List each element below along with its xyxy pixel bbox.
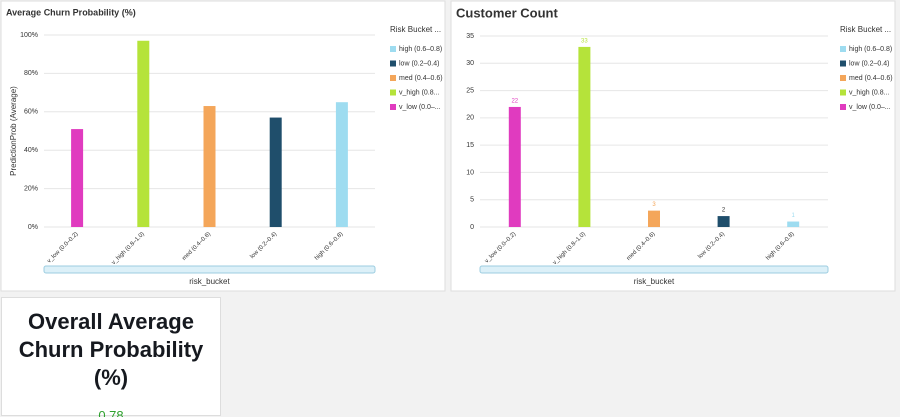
legend-label: high (0.6–0.8) [849, 46, 892, 53]
y-tick-label: 40% [24, 147, 38, 154]
legend-label: med (0.4–0.6) [399, 75, 443, 82]
y-tick-label: 80% [24, 70, 38, 77]
data-label: 1 [792, 213, 796, 219]
y-tick-label: 10 [466, 169, 474, 176]
legend-label: high (0.6–0.8) [399, 46, 442, 53]
legend-title: Risk Bucket ... [840, 25, 891, 34]
bar [787, 221, 800, 227]
bar [648, 210, 660, 227]
legend-title: Risk Bucket ... [390, 25, 441, 34]
data-label: 33 [581, 38, 588, 44]
bar [335, 102, 348, 227]
chart-title: Average Churn Probability (%) [6, 7, 136, 17]
scrollbar [479, 265, 829, 274]
legend-swatch [390, 60, 396, 67]
bar [71, 129, 84, 227]
y-tick-label: 60% [24, 109, 38, 116]
panel [450, 0, 896, 292]
legend-swatch [390, 104, 396, 110]
y-axis-label: PredictionProb (Average) [9, 86, 18, 176]
y-tick-label: 5 [470, 197, 474, 204]
y-tick-label: 35 [466, 33, 474, 40]
y-tick-label: 0 [470, 224, 474, 231]
legend-swatch [840, 60, 846, 67]
legend-label: v_low (0.0–... [399, 104, 441, 111]
data-label: 2 [722, 208, 726, 214]
chart-title: Customer Count [456, 5, 559, 20]
y-tick-label: 30 [466, 60, 474, 67]
legend-label: v_high (0.8... [399, 89, 440, 96]
legend-swatch [840, 75, 846, 81]
charts: Average Churn Probability (%) 0% 20% 40% 60%… [0, 0, 896, 292]
kpi-title: Overall Average Churn Probability (%) [18, 309, 204, 390]
legend-swatch [390, 89, 396, 96]
legend-swatch [390, 46, 396, 52]
kpi-value: 0.78 [98, 408, 124, 417]
legend-swatch [840, 104, 846, 110]
y-tick-label: 25 [466, 87, 474, 94]
y-tick-label: 20% [24, 185, 38, 192]
y-tick-label: 100% [20, 32, 38, 39]
legend-swatch [390, 75, 396, 81]
legend-label: low (0.2–0.4) [399, 60, 439, 67]
legend-label: med (0.4–0.6) [849, 75, 893, 82]
scrollbar [43, 265, 376, 274]
bar [137, 40, 150, 228]
x-axis-label: risk_bucket [634, 277, 675, 286]
legend-swatch [840, 46, 846, 52]
bar [269, 117, 282, 227]
bar [203, 106, 216, 227]
legend-swatch [840, 89, 846, 96]
bar [578, 46, 591, 227]
bar [717, 216, 730, 227]
data-label: 3 [652, 202, 656, 208]
data-label: 22 [511, 99, 518, 105]
y-tick-label: 15 [466, 142, 474, 149]
legend-label: low (0.2–0.4) [849, 60, 889, 67]
y-tick-label: 20 [466, 115, 474, 122]
legend-label: v_high (0.8... [849, 89, 890, 96]
kpi-card: Overall Average Churn Probability (%) 0.… [1, 297, 221, 417]
y-tick-label: 0% [28, 224, 38, 231]
legend-label: v_low (0.0–... [849, 104, 891, 111]
bar [508, 106, 521, 227]
x-axis-label: risk_bucket [189, 277, 230, 286]
